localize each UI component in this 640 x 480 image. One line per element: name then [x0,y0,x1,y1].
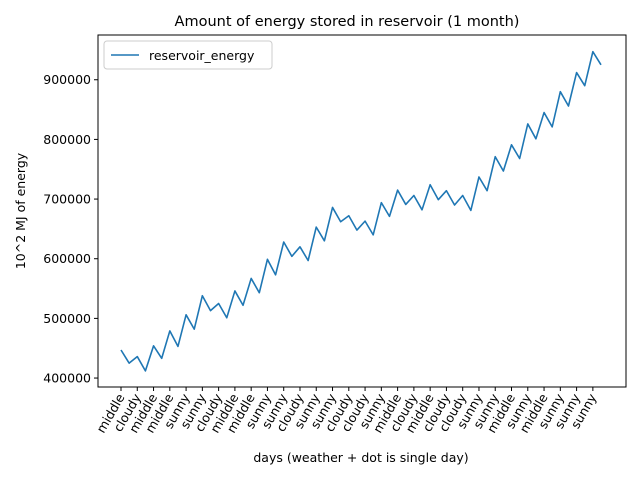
y-tick-label: 700000 [43,192,91,207]
plot-area [120,50,602,372]
y-tick-label: 600000 [43,251,91,266]
legend-box [103,40,273,70]
y-tick-label: 500000 [43,311,91,326]
y-axis-label: 10^2 MJ of energy [13,152,28,269]
x-axis-ticks: middlecloudymiddlemiddlesunnysunnycloudy… [93,387,600,435]
y-tick-label: 400000 [43,371,91,386]
chart-title: Amount of energy stored in reservoir (1 … [175,14,520,30]
legend-label-reservoir-energy: reservoir_energy [149,48,255,63]
x-axis-label: days (weather + dot is single day) [253,450,468,465]
legend: reservoir_energy [103,40,273,70]
series-line-reservoir-energy [120,50,602,372]
y-tick-label: 800000 [43,132,91,147]
axes-frame [97,34,627,388]
y-axis-ticks: 400000 500000 600000 700000 800000 900000 [43,72,98,386]
y-tick-label: 900000 [43,72,91,87]
